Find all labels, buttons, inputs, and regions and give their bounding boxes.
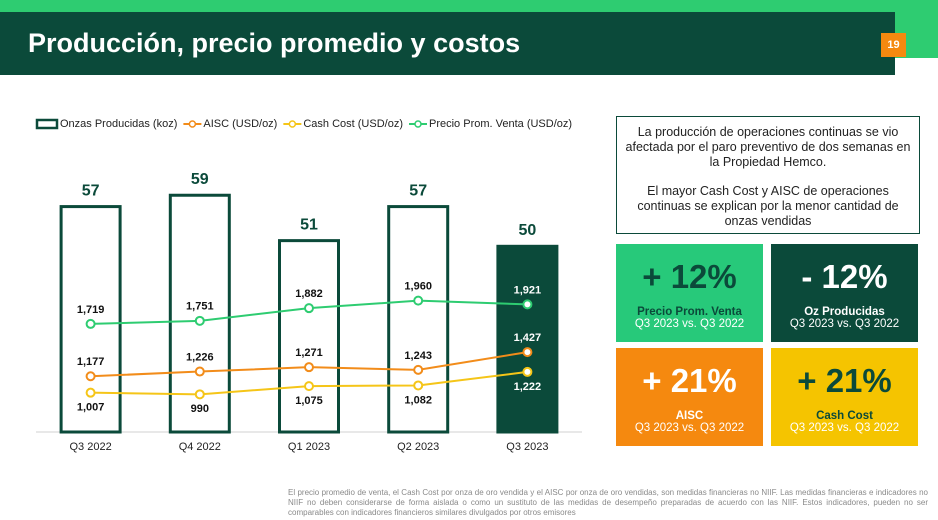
legend-label: Onzas Producidas (koz) bbox=[60, 118, 177, 130]
line-value-label: 1,243 bbox=[404, 350, 432, 362]
line-value-label: 1,882 bbox=[295, 288, 323, 300]
note: El mayor Cash Cost y AISC de operaciones… bbox=[637, 184, 899, 228]
line-value-label: 1,007 bbox=[77, 402, 105, 414]
line-point bbox=[304, 362, 314, 373]
x-tick-label: Q2 2023 bbox=[397, 441, 439, 453]
legend-label: Precio Prom. Venta (USD/oz) bbox=[429, 118, 572, 130]
line-value-label: 1,960 bbox=[404, 281, 432, 293]
line-point bbox=[413, 380, 424, 391]
kpi-label: Oz Producidas bbox=[804, 306, 885, 318]
bar-value-label: 57 bbox=[409, 182, 427, 199]
bar-value-label: 51 bbox=[300, 216, 318, 233]
bar bbox=[387, 205, 450, 434]
kpi-period: Q3 2023 vs. Q3 2022 bbox=[789, 318, 900, 330]
bar bbox=[278, 239, 340, 434]
footnote: El precio promedio de venta, el Cash Cos… bbox=[288, 488, 928, 517]
line-value-label: 1,751 bbox=[186, 301, 214, 313]
legend-label: Cash Cost (USD/oz) bbox=[303, 118, 403, 130]
line-point bbox=[194, 315, 205, 326]
line-point bbox=[413, 295, 424, 306]
line-point bbox=[522, 347, 533, 358]
kpi-label: AISC bbox=[675, 410, 704, 422]
line-point bbox=[304, 381, 314, 392]
x-tick-label: Q1 2023 bbox=[288, 441, 330, 453]
x-tick-label: Q4 2022 bbox=[179, 441, 221, 453]
line-point bbox=[522, 366, 533, 377]
legend-swatch bbox=[188, 120, 197, 128]
line-point bbox=[85, 387, 96, 398]
bar-value-label: 57 bbox=[82, 182, 100, 199]
line-point bbox=[85, 371, 96, 382]
kpi-period: Q3 2023 vs. Q3 2022 bbox=[789, 422, 900, 434]
line-point bbox=[522, 299, 533, 310]
kpi-tile: + 21% AISC Q3 2023 vs. Q3 2022 bbox=[616, 348, 763, 446]
line-point bbox=[194, 389, 205, 400]
bar bbox=[496, 244, 559, 434]
legend-label: AISC (USD/oz) bbox=[203, 118, 277, 130]
line-value-label: 1,075 bbox=[295, 395, 323, 407]
kpi-value: + 12% bbox=[642, 258, 737, 295]
kpi-period: Q3 2023 vs. Q3 2022 bbox=[634, 422, 745, 434]
legend-swatch bbox=[35, 118, 59, 130]
page-number: 19 bbox=[881, 33, 906, 57]
line-value-label: 1,271 bbox=[295, 347, 323, 359]
slide-title: Producción, precio promedio y costos bbox=[28, 28, 521, 58]
kpi-tile: - 12% Oz Producidas Q3 2023 vs. Q3 2022 bbox=[771, 244, 918, 342]
kpi-tile: + 12% Precio Prom. Venta Q3 2023 vs. Q3 20… bbox=[616, 244, 763, 342]
kpi-period: Q3 2023 vs. Q3 2022 bbox=[634, 318, 745, 330]
legend-swatch bbox=[414, 120, 422, 128]
line-value-label: 1,427 bbox=[514, 332, 542, 344]
line-point bbox=[304, 303, 314, 314]
kpi-tile: + 21% Cash Cost Q3 2023 vs. Q3 2022 bbox=[771, 348, 918, 446]
note: La producción de operaciones continuas s… bbox=[625, 125, 911, 169]
x-tick-label: Q3 2022 bbox=[69, 441, 111, 453]
line-value-label: 1,719 bbox=[77, 304, 105, 316]
legend-swatch bbox=[288, 120, 297, 128]
line-value-label: 1,177 bbox=[77, 356, 105, 368]
kpi-value: - 12% bbox=[801, 258, 888, 295]
line-point bbox=[194, 366, 205, 377]
x-tick-label: Q3 2023 bbox=[506, 441, 548, 453]
line-value-label: 1,921 bbox=[514, 284, 542, 296]
kpi-value: + 21% bbox=[797, 362, 892, 399]
notes-box: La producción de operaciones continuas s… bbox=[616, 116, 920, 234]
chart: Onzas Producidas (koz) AISC (USD/oz) Cash … bbox=[35, 118, 582, 453]
line-value-label: 1,082 bbox=[404, 394, 432, 406]
line-value-label: 990 bbox=[191, 403, 209, 415]
line-value-label: 1,222 bbox=[514, 381, 542, 393]
header-band bbox=[0, 12, 895, 75]
kpi-value: + 21% bbox=[642, 362, 737, 399]
kpi-label: Cash Cost bbox=[816, 410, 873, 422]
line-point bbox=[413, 364, 424, 375]
line-point bbox=[85, 318, 96, 329]
bar-value-label: 59 bbox=[191, 171, 209, 188]
top-strip bbox=[0, 0, 938, 12]
kpi-label: Precio Prom. Venta bbox=[637, 306, 742, 318]
bar-value-label: 50 bbox=[519, 222, 537, 239]
line-value-label: 1,226 bbox=[186, 351, 214, 363]
